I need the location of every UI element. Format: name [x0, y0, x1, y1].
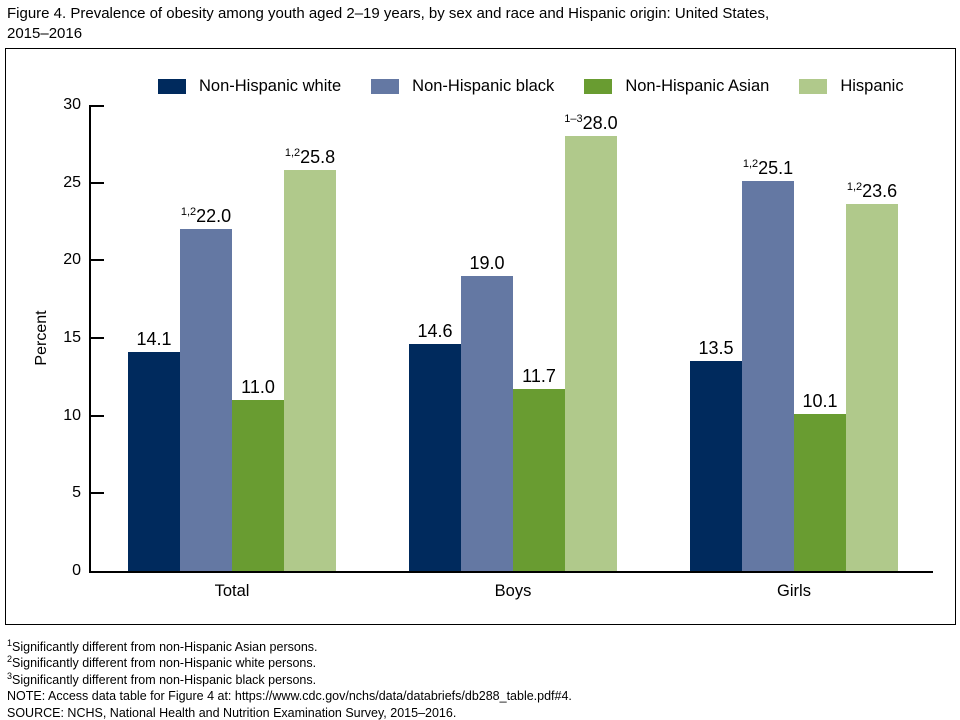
y-axis-line [89, 105, 91, 573]
bar-value-label: 1,225.1 [742, 158, 794, 179]
figure-footnotes: 1Significantly different from non-Hispan… [7, 637, 951, 720]
bar-value-label: 19.0 [469, 252, 505, 273]
x-category-label-girls: Girls [777, 582, 811, 600]
bar-value-label: 10.1 [802, 391, 838, 412]
bar-boys-3 [565, 136, 617, 571]
bar-boys-2 [513, 389, 565, 571]
value-label-superscript: 1,2 [284, 147, 301, 160]
chart-legend: Non-Hispanic white Non-Hispanic black Non-… [158, 75, 904, 97]
y-tick-mark [91, 414, 104, 417]
y-tick-mark [91, 337, 104, 339]
legend-swatch-icon [584, 78, 613, 94]
footnote-superscript: 1 [7, 637, 13, 648]
footnote-line: 1Significantly different from non-Hispan… [7, 637, 318, 654]
bar-girls-1 [742, 181, 794, 571]
bar-value-label: 11.0 [241, 377, 275, 398]
bar-value-label: 1,222.0 [180, 206, 232, 227]
y-tick-label: 20 [63, 251, 81, 269]
bar-boys-0 [409, 344, 461, 571]
footnote-line: NOTE: Access data table for Figure 4 at:… [7, 689, 572, 704]
legend-item-non-hispanic-black: Non-Hispanic black [371, 77, 554, 96]
y-tick-label: 0 [72, 562, 81, 579]
y-tick-label: 5 [72, 484, 81, 502]
x-axis-line [89, 571, 933, 573]
legend-item-non-hispanic-white: Non-Hispanic white [158, 77, 341, 96]
bar-boys-1 [461, 275, 513, 571]
value-label-superscript: 1,2 [846, 181, 863, 194]
y-tick-label: 10 [63, 406, 81, 424]
bar-value-label: 1–328.0 [564, 113, 618, 134]
figure-title-line1: Figure 4. Prevalence of obesity among yo… [7, 5, 770, 22]
y-tick-mark [91, 105, 104, 107]
footnote-line: SOURCE: NCHS, National Health and Nutrit… [7, 705, 457, 720]
bar-girls-3 [846, 204, 898, 571]
legend-label: Non-Hispanic white [199, 76, 342, 95]
y-tick-mark [91, 492, 104, 495]
bar-total-0 [128, 351, 180, 571]
chart-frame: Non-Hispanic white Non-Hispanic black Non-… [5, 48, 956, 625]
legend-item-non-hispanic-asian: Non-Hispanic Asian [584, 77, 769, 96]
bar-value-label: 13.5 [698, 338, 734, 359]
legend-swatch-icon [371, 78, 400, 94]
legend-swatch-icon [158, 78, 186, 94]
value-label-superscript: 1–3 [564, 113, 583, 126]
figure-title: Figure 4. Prevalence of obesity among yo… [7, 4, 951, 43]
footnote-superscript: 3 [7, 670, 13, 681]
bar-girls-0 [690, 361, 742, 571]
legend-label: Non-Hispanic black [412, 76, 555, 95]
footnote-line: 3Significantly different from non-Hispan… [7, 670, 317, 687]
legend-label: Hispanic [840, 76, 904, 95]
bar-total-3 [284, 170, 336, 571]
y-tick-mark [91, 259, 104, 262]
legend-swatch-icon [799, 78, 828, 94]
bar-girls-2 [794, 414, 846, 571]
bar-value-label: 1,225.8 [284, 147, 336, 168]
bar-value-label: 11.7 [522, 366, 556, 387]
value-label-superscript: 1,2 [742, 158, 759, 171]
y-tick-label: 25 [63, 173, 81, 191]
bar-value-label: 1,223.6 [846, 181, 898, 202]
y-tick-label: 30 [63, 96, 81, 113]
bar-total-1 [180, 229, 232, 571]
x-category-label-boys: Boys [494, 582, 532, 600]
figure-title-line2: 2015–2016 [7, 24, 83, 42]
y-tick-label: 15 [63, 329, 81, 346]
legend-item-hispanic: Hispanic [799, 76, 904, 96]
y-tick-mark [91, 181, 104, 184]
value-label-superscript: 1,2 [180, 206, 197, 219]
bar-total-2 [232, 400, 284, 571]
x-category-label-total: Total [214, 582, 250, 600]
footnote-superscript: 2 [7, 654, 13, 665]
legend-label: Non-Hispanic Asian [625, 76, 770, 95]
footnote-line: 2Significantly different from non-Hispan… [7, 654, 317, 671]
bar-value-label: 14.1 [136, 328, 172, 349]
bar-value-label: 14.6 [417, 321, 453, 342]
